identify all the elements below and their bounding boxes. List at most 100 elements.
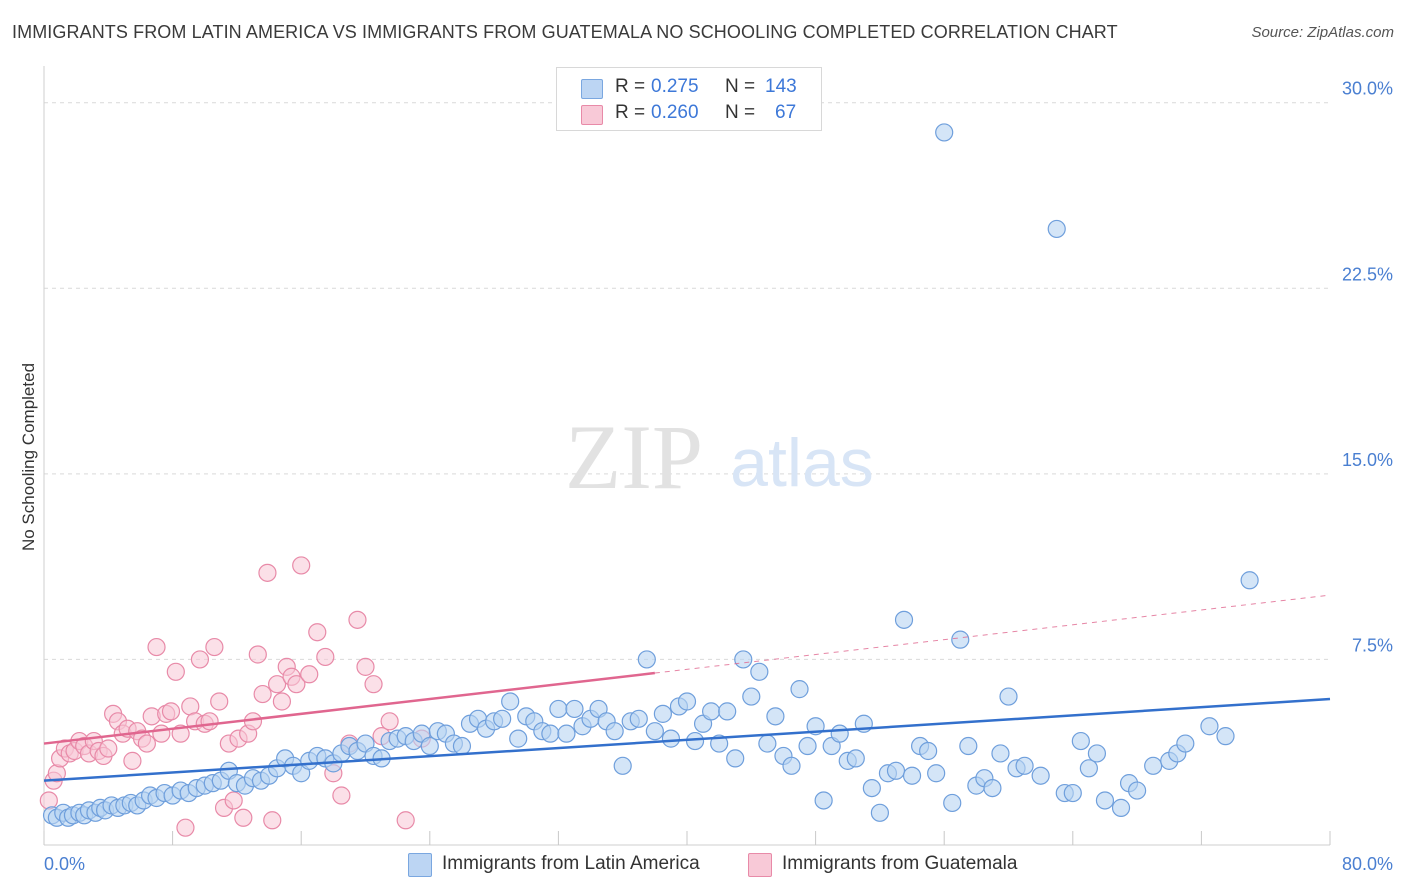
guatemala-point bbox=[292, 556, 311, 575]
tick-labels: 7.5% 15.0% 22.5% 30.0% 0.0% 80.0% bbox=[44, 79, 1393, 874]
x-tick-label: 80.0% bbox=[1342, 854, 1393, 874]
watermark-atlas: atlas bbox=[730, 425, 874, 501]
latin-america-point bbox=[991, 744, 1010, 763]
correlation-legend: R = 0.275 N = 143 R = 0.260 N = 67 bbox=[556, 67, 822, 131]
guatemala-point bbox=[137, 734, 156, 753]
latin-america-point bbox=[509, 729, 528, 748]
legend-r-value: 0.275 bbox=[651, 76, 699, 97]
latin-america-point bbox=[790, 680, 809, 699]
guatemala-point bbox=[147, 637, 166, 657]
watermark: ZIP atlas bbox=[565, 406, 874, 508]
latin-america-point bbox=[1087, 744, 1107, 763]
guatemala-point bbox=[348, 610, 367, 629]
latin-america-point bbox=[742, 687, 761, 706]
latin-america-point bbox=[605, 722, 624, 741]
latin-america-point bbox=[1095, 791, 1115, 810]
latin-america-point bbox=[613, 756, 632, 775]
guatemala-point bbox=[152, 724, 171, 743]
latin-america-point bbox=[629, 709, 648, 728]
y-tick-label: 30.0% bbox=[1342, 79, 1393, 99]
guatemala-point bbox=[300, 665, 319, 684]
latin-america-point bbox=[983, 778, 1002, 798]
trend-line-latin-america bbox=[43, 697, 1331, 782]
guatemala-point bbox=[166, 662, 185, 681]
legend-n-value: 67 bbox=[775, 102, 797, 123]
guatemala-point bbox=[234, 808, 253, 827]
latin-america-point bbox=[766, 707, 785, 726]
x-tick-label: 0.0% bbox=[44, 854, 85, 874]
y-tick-label: 22.5% bbox=[1342, 264, 1393, 284]
bottom-legend-swatch-pink bbox=[748, 853, 772, 877]
trend-line-guatemala-extension bbox=[654, 594, 1331, 674]
legend-swatch-blue bbox=[581, 79, 603, 99]
y-tick-label: 7.5% bbox=[1352, 635, 1393, 655]
latin-america-point bbox=[1144, 756, 1163, 775]
latin-america-point bbox=[702, 702, 721, 721]
series-latin-america-points bbox=[42, 123, 1259, 827]
latin-america-point bbox=[782, 756, 801, 775]
latin-america-point bbox=[1063, 783, 1082, 803]
latin-america-point bbox=[1127, 781, 1147, 800]
latin-america-point bbox=[894, 610, 914, 629]
guatemala-point bbox=[248, 645, 267, 664]
guatemala-point bbox=[332, 786, 351, 805]
latin-america-point bbox=[870, 803, 890, 822]
latin-america-point bbox=[1200, 717, 1219, 736]
guatemala-point bbox=[99, 739, 118, 758]
legend-r-value: 0.260 bbox=[651, 102, 699, 123]
latin-america-point bbox=[726, 749, 745, 768]
y-tick-label: 15.0% bbox=[1342, 450, 1393, 470]
latin-america-point bbox=[999, 687, 1018, 706]
latin-america-point bbox=[557, 724, 576, 743]
legend-swatch-pink bbox=[581, 105, 603, 125]
latin-america-point bbox=[645, 722, 664, 741]
guatemala-point bbox=[316, 647, 335, 667]
series-guatemala-points bbox=[39, 556, 431, 837]
guatemala-point bbox=[356, 657, 375, 676]
latin-america-point bbox=[1015, 756, 1034, 775]
legend-n-value: 143 bbox=[765, 76, 797, 97]
latin-america-point bbox=[677, 692, 697, 711]
latin-america-point bbox=[846, 749, 865, 768]
latin-america-point bbox=[452, 736, 472, 756]
latin-america-point bbox=[718, 702, 737, 721]
latin-america-point bbox=[798, 736, 817, 756]
latin-america-point bbox=[653, 704, 672, 723]
source-label: Source: ZipAtlas.com bbox=[1251, 24, 1394, 41]
legend-n-label: N = bbox=[725, 102, 756, 123]
guatemala-point bbox=[176, 818, 195, 837]
latin-america-point bbox=[734, 650, 753, 669]
latin-america-point bbox=[902, 766, 922, 785]
latin-america-point bbox=[927, 764, 946, 783]
latin-america-point bbox=[1079, 759, 1098, 778]
latin-america-point bbox=[1071, 731, 1090, 751]
guatemala-point bbox=[39, 791, 58, 810]
guatemala-point bbox=[272, 692, 292, 711]
latin-america-point bbox=[935, 123, 954, 142]
latin-america-point bbox=[1240, 571, 1259, 590]
legend-n-label: N = bbox=[725, 76, 756, 97]
guatemala-point bbox=[308, 623, 327, 642]
chart-title: IMMIGRANTS FROM LATIN AMERICA VS IMMIGRA… bbox=[12, 22, 1118, 42]
latin-america-point bbox=[750, 662, 769, 681]
guatemala-point bbox=[364, 675, 383, 694]
latin-america-point bbox=[501, 692, 520, 711]
latin-america-point bbox=[685, 731, 705, 751]
latin-america-point bbox=[886, 761, 906, 780]
guatemala-point bbox=[253, 684, 272, 704]
guatemala-point bbox=[210, 692, 229, 711]
latin-america-point bbox=[758, 734, 777, 753]
y-axis-label: No Schooling Completed bbox=[19, 363, 38, 551]
latin-america-point bbox=[830, 724, 849, 743]
latin-america-point bbox=[420, 736, 439, 756]
guatemala-point bbox=[263, 811, 282, 830]
latin-america-point bbox=[1031, 766, 1050, 785]
guatemala-point bbox=[190, 650, 210, 669]
guatemala-point bbox=[380, 712, 399, 731]
axes bbox=[43, 66, 1331, 846]
latin-america-point bbox=[959, 736, 978, 756]
latin-america-point bbox=[1111, 798, 1131, 817]
latin-america-point bbox=[549, 699, 568, 719]
latin-america-point bbox=[661, 729, 681, 748]
